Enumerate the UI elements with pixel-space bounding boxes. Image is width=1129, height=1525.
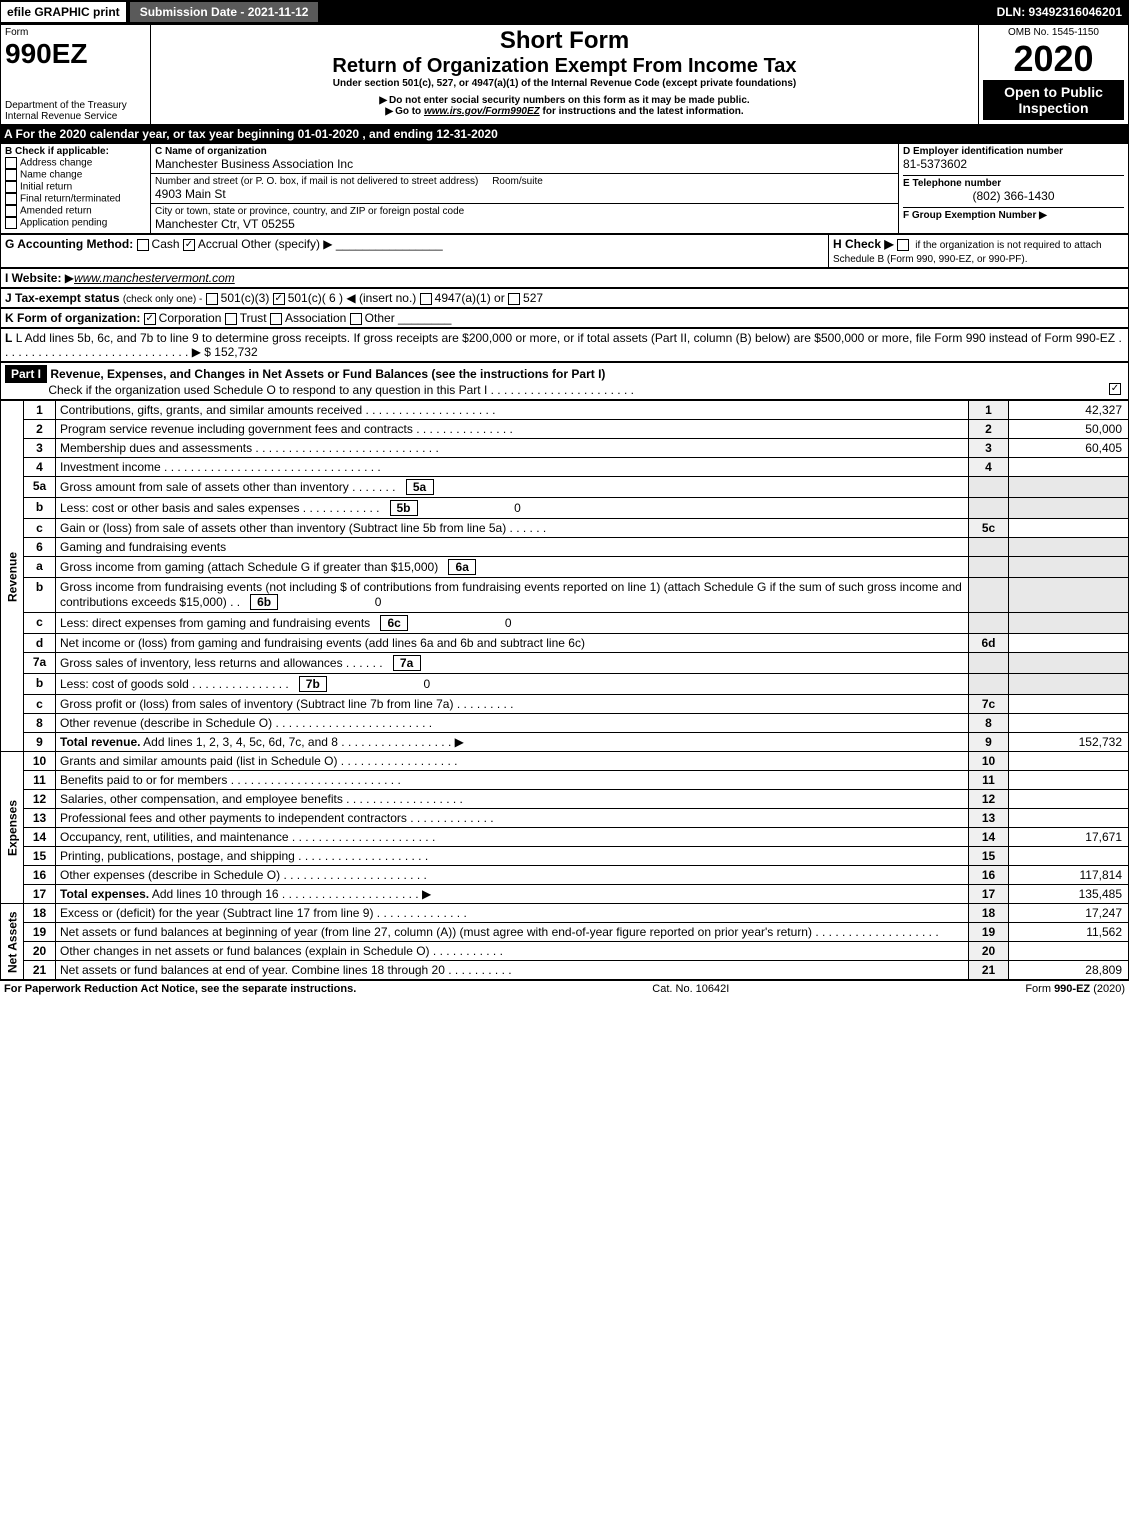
line-6b: bGross income from fundraising events (n… (1, 578, 1129, 613)
chk-4947[interactable]: 4947(a)(1) or (420, 291, 505, 305)
omb-number: OMB No. 1545-1150 (983, 27, 1124, 38)
netassets-side-label: Net Assets (1, 904, 24, 980)
chk-accrual[interactable]: ✓Accrual (183, 237, 238, 251)
footer-left: For Paperwork Reduction Act Notice, see … (4, 983, 356, 995)
revenue-side-label: Revenue (1, 401, 24, 752)
chk-corporation[interactable]: ✓Corporation (144, 311, 222, 325)
section-b-label: B Check if applicable: (5, 146, 146, 157)
footer-right: Form 990-EZ (2020) (1025, 983, 1125, 995)
line-6a: aGross income from gaming (attach Schedu… (1, 557, 1129, 578)
dept-treasury: Department of the Treasury (5, 100, 146, 111)
line-6c: cLess: direct expenses from gaming and f… (1, 613, 1129, 634)
chk-application-pending[interactable]: Application pending (5, 217, 146, 229)
open-public: Open to Public Inspection (983, 80, 1124, 120)
gross-receipts-value: $ 152,732 (204, 345, 257, 359)
website-value[interactable]: www.manchestervermont.com (74, 271, 235, 285)
chk-association[interactable]: Association (270, 311, 346, 325)
chk-527[interactable]: 527 (508, 291, 543, 305)
short-form-title: Short Form (155, 27, 974, 55)
section-c-name-label: C Name of organization (155, 146, 894, 157)
city-value: Manchester Ctr, VT 05255 (155, 217, 894, 231)
footer-center: Cat. No. 10642I (652, 983, 729, 995)
chk-501c3[interactable]: 501(c)(3) (206, 291, 270, 305)
part-i-lines: Revenue 1Contributions, gifts, grants, a… (0, 400, 1129, 980)
line-6d: dNet income or (loss) from gaming and fu… (1, 634, 1129, 653)
line-7a: 7aGross sales of inventory, less returns… (1, 653, 1129, 674)
section-j: J Tax-exempt status (check only one) - 5… (1, 289, 1129, 308)
chk-schedule-o-part1[interactable]: ✓ (1109, 383, 1121, 395)
dln-label: DLN: 93492316046201 (997, 5, 1128, 19)
chk-other-org[interactable]: Other ________ (350, 311, 452, 325)
expenses-side-label: Expenses (1, 752, 24, 904)
line-18: Net Assets 18Excess or (deficit) for the… (1, 904, 1129, 923)
line-7c: cGross profit or (loss) from sales of in… (1, 695, 1129, 714)
telephone-value: (802) 366-1430 (903, 189, 1124, 203)
line-5a: 5aGross amount from sale of assets other… (1, 477, 1129, 498)
line-19: 19Net assets or fund balances at beginni… (1, 923, 1129, 942)
line-8: 8Other revenue (describe in Schedule O) … (1, 714, 1129, 733)
section-i: I Website: ▶www.manchestervermont.com (1, 269, 1129, 288)
line-20: 20Other changes in net assets or fund ba… (1, 942, 1129, 961)
line-15: 15Printing, publications, postage, and s… (1, 847, 1129, 866)
line-7b: bLess: cost of goods sold . . . . . . . … (1, 674, 1129, 695)
line-5c: cGain or (loss) from sale of assets othe… (1, 519, 1129, 538)
line-2: 2Program service revenue including gover… (1, 420, 1129, 439)
chk-cash[interactable]: Cash (137, 237, 180, 251)
city-label: City or town, state or province, country… (155, 206, 894, 217)
section-d-label: D Employer identification number (903, 146, 1124, 157)
form-header: Form 990EZ Department of the Treasury In… (0, 24, 1129, 125)
goto-link[interactable]: Go to www.irs.gov/Form990EZ for instruct… (155, 106, 974, 117)
part-i-header: Part I Revenue, Expenses, and Changes in… (1, 363, 1129, 400)
section-f-label: F Group Exemption Number ▶ (903, 207, 1124, 221)
org-info-grid: B Check if applicable: Address change Na… (0, 143, 1129, 234)
line-3: 3Membership dues and assessments . . . .… (1, 439, 1129, 458)
line-6: 6Gaming and fundraising events (1, 538, 1129, 557)
page-footer: For Paperwork Reduction Act Notice, see … (0, 980, 1129, 997)
street-label: Number and street (or P. O. box, if mail… (155, 176, 894, 187)
ein-value: 81-5373602 (903, 157, 1124, 171)
line-16: 16Other expenses (describe in Schedule O… (1, 866, 1129, 885)
ssn-warning: Do not enter social security numbers on … (155, 95, 974, 106)
chk-amended-return[interactable]: Amended return (5, 205, 146, 217)
line-14: 14Occupancy, rent, utilities, and mainte… (1, 828, 1129, 847)
line-17: 17Total expenses. Add lines 10 through 1… (1, 885, 1129, 904)
submission-date: Submission Date - 2021-11-12 (130, 2, 319, 22)
chk-schedule-b[interactable] (897, 239, 909, 251)
section-a: A For the 2020 calendar year, or tax yea… (0, 125, 1129, 143)
form-word: Form (5, 27, 146, 38)
line-9: 9Total revenue. Add lines 1, 2, 3, 4, 5c… (1, 733, 1129, 752)
chk-initial-return[interactable]: Initial return (5, 181, 146, 193)
form-number: 990EZ (5, 38, 146, 70)
tax-year: 2020 (983, 38, 1124, 80)
section-k: K Form of organization: ✓Corporation Tru… (1, 309, 1129, 328)
chk-address-change[interactable]: Address change (5, 157, 146, 169)
subtitle: Under section 501(c), 527, or 4947(a)(1)… (155, 78, 974, 89)
chk-final-return[interactable]: Final return/terminated (5, 193, 146, 205)
street-value: 4903 Main St (155, 187, 894, 201)
line-13: 13Professional fees and other payments t… (1, 809, 1129, 828)
efile-label[interactable]: efile GRAPHIC print (1, 2, 126, 22)
chk-trust[interactable]: Trust (225, 311, 267, 325)
line-10: Expenses 10Grants and similar amounts pa… (1, 752, 1129, 771)
org-name: Manchester Business Association Inc (155, 157, 894, 171)
line-5b: bLess: cost or other basis and sales exp… (1, 498, 1129, 519)
section-g-label: G Accounting Method: (5, 237, 133, 251)
chk-other-method[interactable]: Other (specify) ▶ ________________ (241, 237, 442, 251)
chk-501c[interactable]: ✓501(c)( 6 ) ◀ (insert no.) (273, 291, 417, 305)
line-4: 4Investment income . . . . . . . . . . .… (1, 458, 1129, 477)
section-h-text1: H Check ▶ (833, 237, 894, 251)
g-h-row: G Accounting Method: Cash ✓Accrual Other… (0, 234, 1129, 268)
section-e-label: E Telephone number (903, 175, 1124, 189)
section-l: L L Add lines 5b, 6c, and 7b to line 9 t… (1, 329, 1129, 362)
line-21: 21Net assets or fund balances at end of … (1, 961, 1129, 980)
line-11: 11Benefits paid to or for members . . . … (1, 771, 1129, 790)
irs-label: Internal Revenue Service (5, 111, 146, 122)
top-bar: efile GRAPHIC print Submission Date - 20… (0, 0, 1129, 24)
line-12: 12Salaries, other compensation, and empl… (1, 790, 1129, 809)
chk-name-change[interactable]: Name change (5, 169, 146, 181)
line-1: Revenue 1Contributions, gifts, grants, a… (1, 401, 1129, 420)
return-title: Return of Organization Exempt From Incom… (155, 55, 974, 78)
